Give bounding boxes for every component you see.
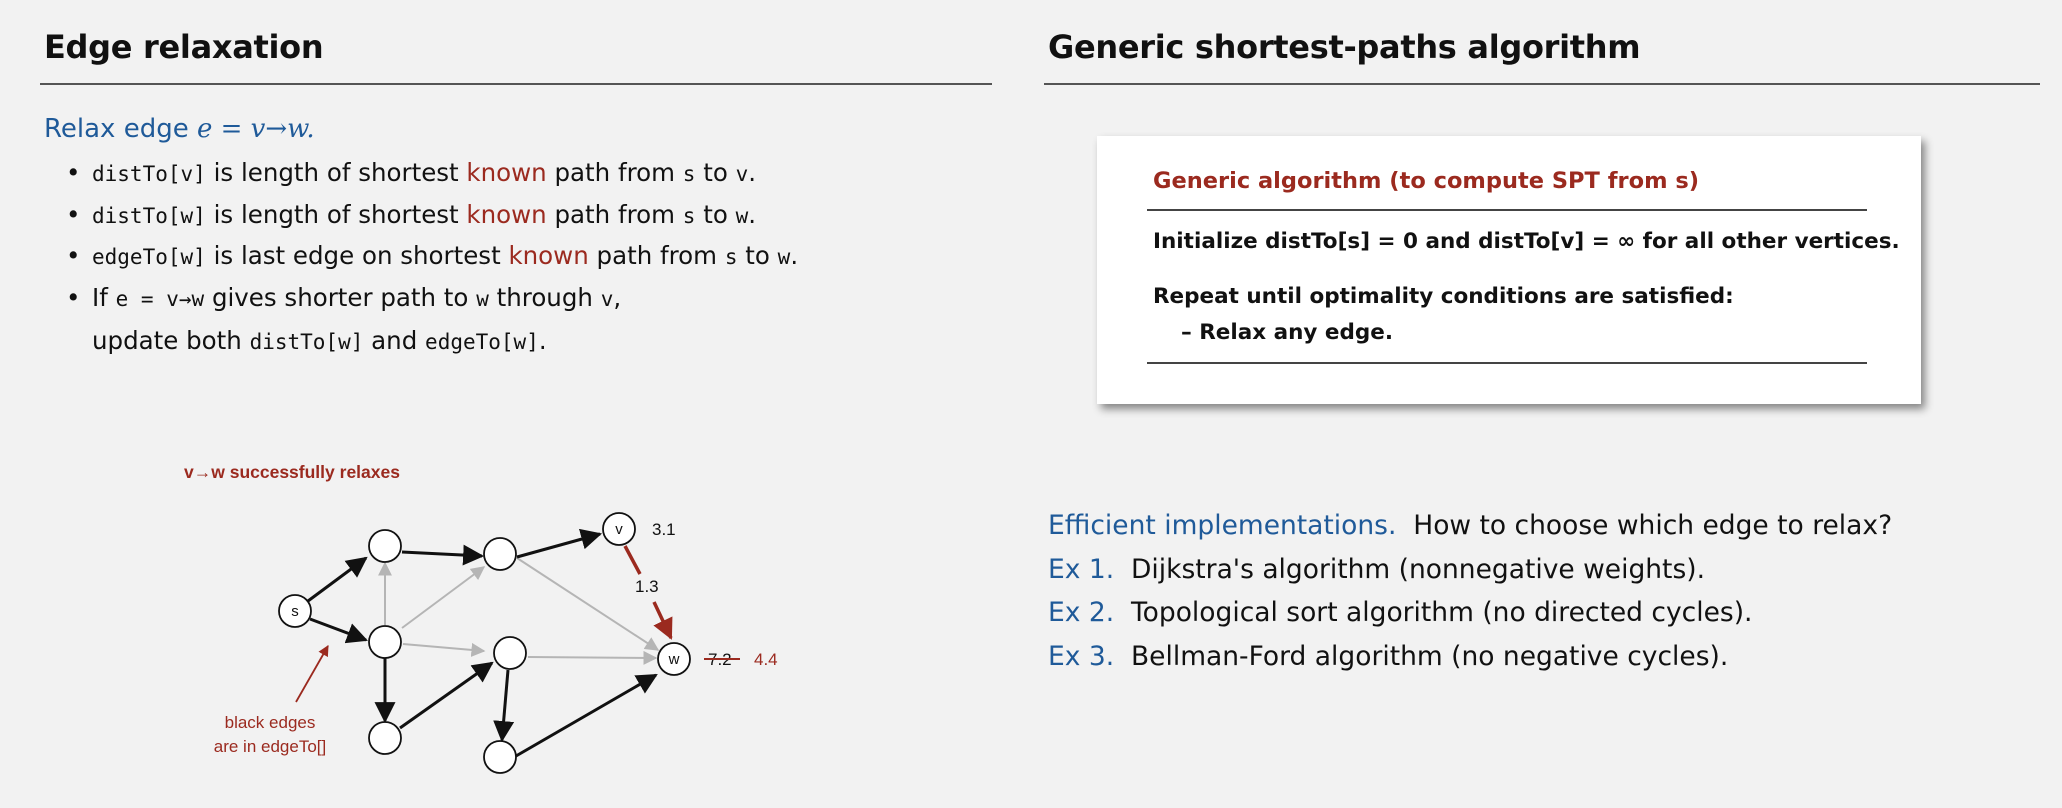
new-dist-w-label: 4.4 (754, 650, 778, 669)
node-labels: s v w (291, 521, 679, 668)
example-row: Ex 1. Dijkstra's algorithm (nonnegative … (1048, 553, 1706, 585)
graph-node (368, 625, 402, 659)
graph-nodes (278, 512, 691, 774)
graph-node (483, 740, 517, 774)
node-v-label: v (615, 521, 623, 538)
impl-label: Efficient implementations. (1048, 510, 1397, 541)
edge-weight-label: 1.3 (635, 577, 659, 596)
black-edges (307, 528, 658, 758)
node-v (602, 512, 636, 546)
generic-algorithm-box: Generic algorithm (to compute SPT from s… (1097, 136, 1921, 404)
node-s-label: s (291, 603, 299, 620)
algorithm-relax-line: – Relax any edge. (1181, 320, 1394, 345)
algorithm-box-top-rule (1147, 209, 1867, 211)
efficient-implementations: Efficient implementations. How to choose… (1048, 504, 1892, 678)
gray-edge (527, 650, 658, 665)
gray-edge (516, 557, 660, 651)
graph-node (368, 529, 402, 563)
graph-node (368, 721, 402, 755)
left-title-rule (40, 83, 992, 85)
relaxed-edge-part2 (652, 601, 673, 640)
left-slide-title: Edge relaxation (44, 28, 324, 66)
node-w (657, 642, 691, 676)
graph-node (483, 537, 517, 571)
bullet-relax-rule: • If e = v→w gives shorter path to w thr… (66, 282, 622, 356)
bullet-distto-w: • distTo[w] is length of shortest known … (66, 199, 757, 229)
black-edge (307, 556, 368, 603)
gray-edge (402, 642, 486, 657)
right-title-rule (1044, 83, 2040, 85)
black-edge (399, 661, 494, 730)
dist-v-label: 3.1 (652, 520, 676, 539)
annotation-arrow (295, 645, 329, 703)
bullet-edgeto-w: • edgeTo[w] is last edge on shortest kno… (66, 241, 799, 270)
black-edge (401, 544, 485, 566)
diagram-caption: v→w successfully relaxes (184, 462, 400, 482)
graph-node (493, 636, 527, 670)
black-edge (309, 617, 368, 644)
relax-bullets: • distTo[v] is length of shortest known … (62, 152, 798, 361)
relaxation-diagram: v→w successfully relaxes s v (184, 462, 778, 774)
relax-edge-formula: e = v→w. (196, 114, 315, 144)
gray-edge (401, 566, 486, 629)
note-line1: black edges (225, 713, 316, 732)
right-slide-title: Generic shortest-paths algorithm (1048, 28, 1641, 66)
relaxed-edge-part1 (623, 545, 642, 575)
node-s (278, 594, 312, 628)
note-line2: are in edgeTo[] (214, 737, 326, 756)
bullet-distto-v: • distTo[v] is length of shortest known … (66, 158, 757, 187)
algorithm-box-title: Generic algorithm (to compute SPT from s… (1153, 168, 1700, 194)
example-row: Ex 3. Bellman-Ford algorithm (no negativ… (1048, 640, 1729, 672)
algorithm-repeat-line: Repeat until optimality conditions are s… (1153, 284, 1734, 309)
algorithm-init-line: Initialize distTo[s] = 0 and distTo[v] =… (1153, 229, 1900, 254)
node-w-label: w (668, 651, 680, 668)
black-edge (493, 669, 515, 743)
relax-edge-heading: Relax edge e = v→w. (44, 114, 315, 144)
impl-question-row: Efficient implementations. How to choose… (1048, 504, 1892, 548)
gray-edges (378, 557, 660, 665)
algorithm-box-bottom-rule (1147, 362, 1867, 364)
relax-edge-label: Relax edge (44, 114, 197, 144)
example-row: Ex 2. Topological sort algorithm (no dir… (1048, 597, 1753, 628)
black-edge (516, 528, 603, 559)
impl-question: How to choose which edge to relax? (1413, 510, 1893, 541)
black-edge (515, 673, 658, 758)
